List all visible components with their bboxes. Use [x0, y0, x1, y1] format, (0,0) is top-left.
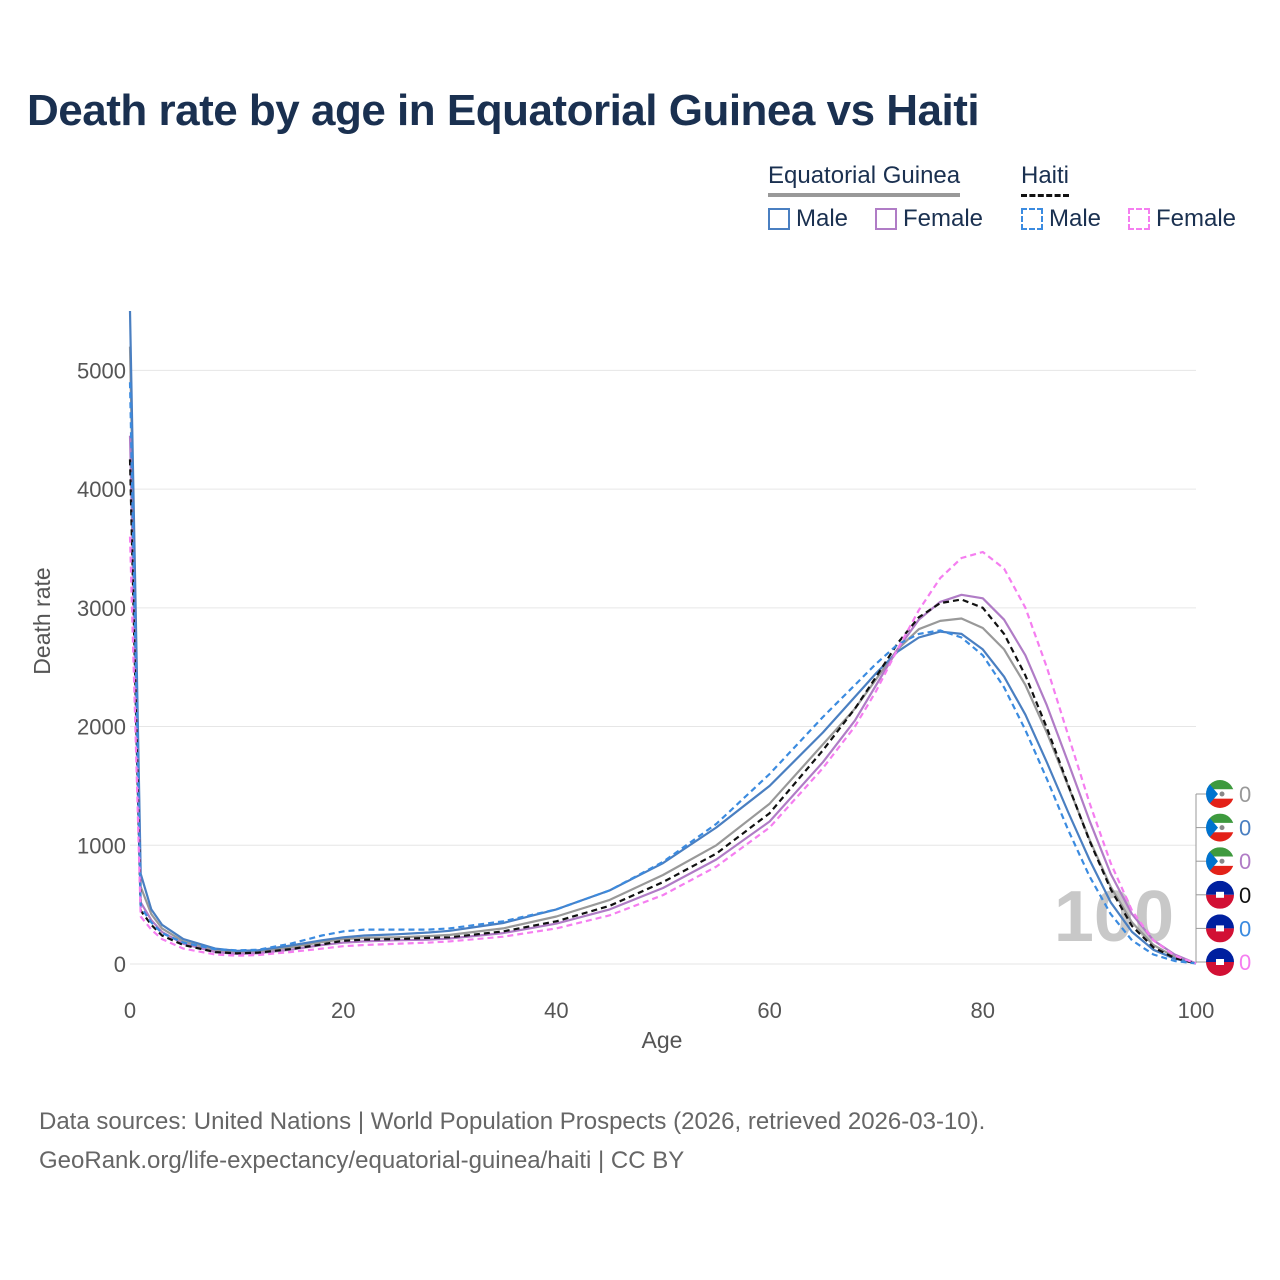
- series-lines: [128, 310, 1197, 965]
- legend-country-label: Haiti: [1021, 162, 1070, 189]
- series-line-haiti-female[interactable]: [128, 536, 1197, 965]
- haiti-flag-icon: [1206, 914, 1234, 943]
- y-tick-label: 5000: [77, 358, 126, 383]
- legend-label: Male: [796, 205, 849, 232]
- source-line-2[interactable]: GeoRank.org/life-expectancy/equatorial-g…: [39, 1147, 685, 1174]
- series-line-equatorial-guinea-male[interactable]: [128, 310, 1197, 965]
- series-line-equatorial-guinea-total[interactable]: [128, 346, 1197, 965]
- y-tick-label: 1000: [77, 833, 126, 858]
- x-tick-label: 0: [124, 998, 136, 1023]
- legend-country-haiti[interactable]: Haiti: [1021, 162, 1070, 197]
- x-tick-label: 20: [331, 998, 355, 1023]
- y-tick-label: 4000: [77, 477, 126, 502]
- y-tick-label: 2000: [77, 715, 126, 740]
- end-label-value: 0: [1239, 883, 1251, 908]
- end-label-value: 0: [1239, 950, 1251, 975]
- x-tick-label: 80: [971, 998, 995, 1023]
- end-label-value: 0: [1239, 816, 1251, 841]
- legend-solid-line-sample: [768, 193, 961, 197]
- x-tick-label: 60: [757, 998, 781, 1023]
- end-label-value: 0: [1239, 916, 1251, 941]
- end-label-value: 0: [1239, 782, 1251, 807]
- legend-label: Female: [1156, 205, 1237, 232]
- end-labels: 0 0 0 0 0 0: [1195, 780, 1251, 976]
- x-axis-label: Age: [642, 1027, 683, 1053]
- y-axis-ticks: 0 1000 2000 3000 4000 5000: [77, 358, 126, 977]
- equatorial-guinea-flag-icon: [1206, 780, 1234, 808]
- haiti-flag-icon: [1206, 880, 1234, 909]
- legend-dashed-line-sample: [1021, 194, 1070, 197]
- legend-item-haiti-female[interactable]: Female: [1128, 205, 1236, 233]
- source-line-1: Data sources: United Nations | World Pop…: [39, 1108, 986, 1135]
- grid-lines: [130, 369, 1196, 965]
- chart-title: Death rate by age in Equatorial Guinea v…: [27, 86, 980, 135]
- x-tick-label: 40: [544, 998, 568, 1023]
- legend-country-equatorial-guinea[interactable]: Equatorial Guinea: [768, 162, 961, 197]
- legend-item-eq-guinea-female[interactable]: Female: [875, 205, 983, 233]
- legend-item-eq-guinea-male[interactable]: Male: [768, 205, 848, 233]
- y-tick-label: 3000: [77, 596, 126, 621]
- legend-label: Male: [1049, 205, 1102, 232]
- legend-country-label: Equatorial Guinea: [768, 162, 961, 189]
- x-axis-ticks: 0 20 40 60 80 100: [124, 998, 1214, 1023]
- haiti-flag-icon: [1206, 948, 1234, 976]
- equatorial-guinea-flag-icon: [1206, 847, 1234, 876]
- legend-swatch: [875, 208, 897, 230]
- legend-item-haiti-male[interactable]: Male: [1021, 205, 1101, 233]
- series-line-equatorial-guinea-female[interactable]: [128, 435, 1197, 965]
- x-tick-label: 100: [1178, 998, 1215, 1023]
- legend-swatch: [1128, 208, 1150, 230]
- legend-swatch: [768, 208, 790, 230]
- y-tick-label: 0: [114, 952, 126, 977]
- series-line-haiti-male[interactable]: [128, 382, 1197, 965]
- legend-label: Female: [903, 205, 984, 232]
- end-label-value: 0: [1239, 849, 1251, 874]
- equatorial-guinea-flag-icon: [1206, 813, 1234, 842]
- y-axis-label: Death rate: [29, 567, 55, 674]
- legend-swatch: [1021, 208, 1043, 230]
- year-watermark: 100: [1054, 877, 1174, 957]
